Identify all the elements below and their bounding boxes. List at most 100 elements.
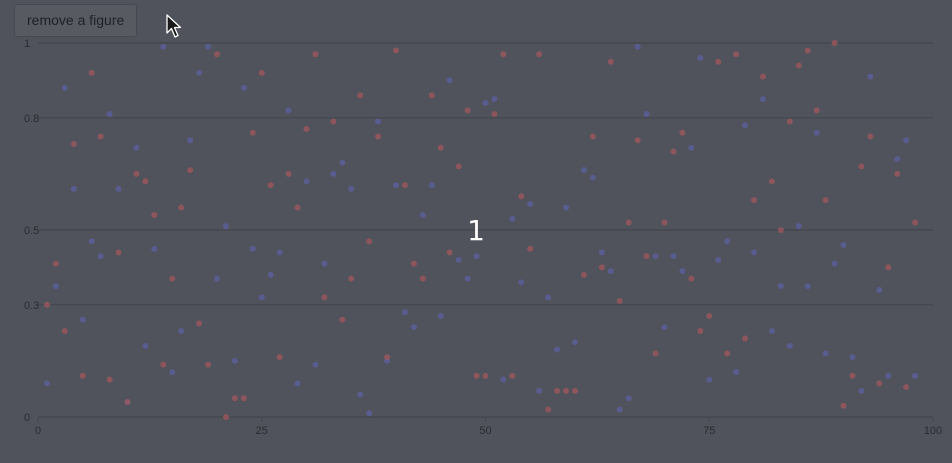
blue-data-point [375,118,382,125]
red-data-point [482,372,489,379]
blue-data-point [79,316,86,323]
y-tick-label: 1 [24,38,30,50]
red-data-point [366,238,373,245]
blue-data-point [473,253,480,260]
red-data-point [885,264,892,271]
blue-data-point [393,182,399,189]
red-data-point [759,73,766,80]
blue-data-point [133,144,140,151]
red-data-point [231,395,238,402]
red-data-point [903,384,910,391]
red-data-point [61,327,68,334]
red-data-point [330,118,337,125]
red-data-point [777,227,784,233]
remove-figure-button[interactable]: remove a figure [14,4,138,37]
red-data-point [187,167,194,174]
blue-data-point [231,357,238,364]
blue-data-point [554,346,561,353]
blue-data-point [813,129,820,136]
blue-data-point [509,215,516,222]
red-data-point [822,197,829,204]
blue-data-point [258,294,265,301]
red-data-point [518,193,525,200]
red-data-point [876,380,883,387]
red-data-point [724,350,731,357]
y-tick-label: 0.3 [24,300,39,312]
red-data-point [455,163,462,170]
blue-data-point [169,369,176,376]
blue-data-point [294,380,301,387]
red-data-point [554,387,561,394]
y-tick-label: 0.5 [24,225,39,237]
red-data-point [572,387,578,394]
mouse-pointer-icon [166,14,182,45]
red-data-point [652,350,659,357]
red-data-point [473,372,480,379]
blue-data-point [455,256,462,263]
blue-data-point [321,260,328,267]
red-data-point [419,275,426,282]
red-data-point [706,313,713,320]
red-data-point [240,395,247,402]
red-data-point [258,69,265,76]
blue-data-point [187,137,194,144]
red-data-point [43,301,50,308]
blue-data-point [357,391,364,398]
red-data-point [249,129,256,136]
red-data-point [339,316,346,323]
blue-data-point [912,372,919,379]
blue-data-point [768,327,775,334]
blue-data-point [742,122,749,129]
blue-data-point [840,241,847,248]
red-data-point [670,148,677,155]
red-data-point [616,298,623,305]
blue-data-point [876,286,883,293]
blue-data-point [867,73,874,80]
red-data-point [742,335,749,342]
red-data-point [196,320,203,327]
blue-data-point [249,245,256,252]
blue-data-point [410,324,417,331]
red-data-point [178,204,185,211]
blue-data-point [858,387,865,394]
blue-data-point [679,268,686,275]
red-data-point [437,144,444,151]
red-data-point [643,253,650,260]
axes: 0 0.3 0.5 0.8 1 0 25 50 75 100 [24,38,942,437]
red-data-point [70,140,77,147]
red-data-point [52,260,59,267]
blue-data-point [625,395,632,402]
blue-data-point [43,380,50,387]
blue-data-point [142,342,149,349]
blue-data-point [724,238,731,245]
blue-data-point [688,144,695,151]
blue-data-point [580,167,587,174]
blue-data-point [240,84,247,91]
x-tick-label: 75 [703,425,715,437]
red-data-point [222,414,229,420]
blue-data-point [894,155,901,162]
red-data-point [733,51,740,58]
red-data-point [661,219,668,226]
red-data-point [285,170,292,177]
blue-data-point [428,182,435,189]
red-data-point [97,133,104,140]
red-data-point [563,387,570,394]
blue-data-point [751,249,757,256]
blue-data-point [52,283,59,290]
red-data-point [813,107,820,114]
red-data-point [849,372,856,379]
red-data-point [491,111,498,118]
blue-data-point [491,96,498,103]
red-data-point [151,212,158,219]
blue-data-point [70,185,77,192]
blue-data-point [276,249,283,256]
x-tick-label: 0 [35,425,41,437]
red-data-point [840,402,847,409]
blue-data-point [786,342,793,349]
red-data-point [751,197,757,204]
data-points [43,40,919,420]
red-data-point [688,275,695,282]
red-data-point [464,107,471,114]
